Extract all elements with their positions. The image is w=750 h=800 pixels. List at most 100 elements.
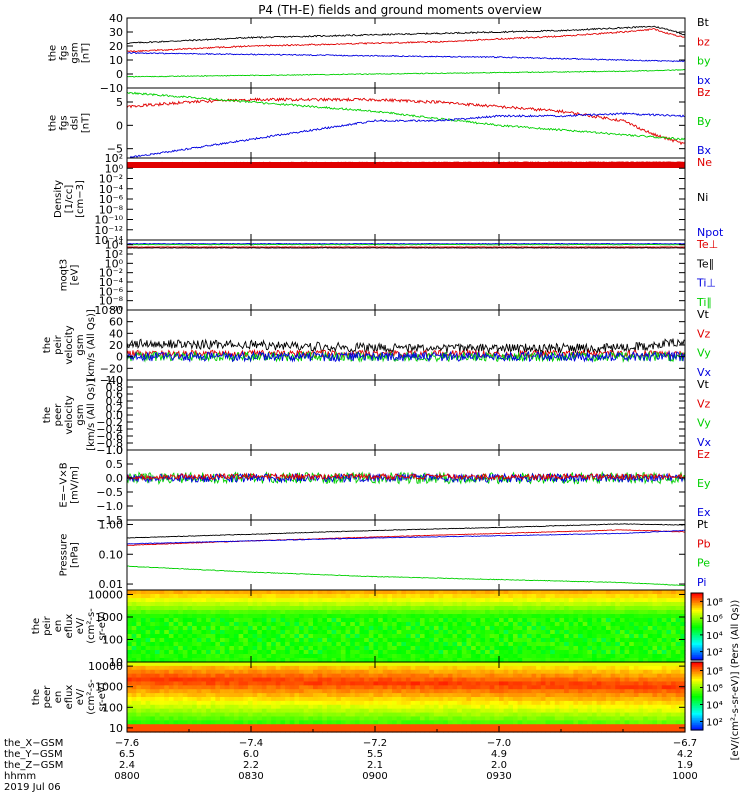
ytick-label: 0.10 [99, 548, 124, 561]
series-pressure-Pi [126, 529, 686, 545]
legend-pressure-Pi: Pi [697, 576, 706, 589]
xtick-row4: 0830 [238, 771, 263, 782]
series-pressure-Pt [126, 523, 686, 539]
legend-pressure-Pe: Pe [697, 557, 710, 570]
ytick-label: 10⁻² [99, 267, 123, 280]
frame-temperature [126, 239, 686, 311]
ytick-label: 10⁻⁴ [99, 276, 124, 289]
ylabel-line: en [53, 620, 64, 633]
ytick-label: 0.8 [106, 381, 124, 394]
legend-temperature-Ti⊥: Ti⊥ [696, 277, 716, 290]
series-peir-velocity-Vy [126, 350, 686, 364]
ylabel-line: Pressure [59, 534, 70, 577]
legend-peir-velocity-Vt: Vt [697, 308, 710, 321]
ylabel-line: [mV/m] [70, 466, 81, 504]
legend-temperature-Ti∥: Ti∥ [696, 296, 712, 309]
xtick-row1: −6.7 [673, 738, 697, 749]
legend-fgs-dsl-By: By [697, 115, 712, 128]
legend-fgs-dsl-Bx: Bx [697, 144, 712, 157]
frame-e-field [126, 449, 686, 521]
ylabel-line: the [42, 407, 53, 423]
ytick-label: 20 [109, 339, 123, 352]
panel-pressure: 1.00 0.10 0.01 Pressure [nPa] Pt Pb Pe Pi [59, 518, 711, 591]
colorbar-tick: 10⁸ [706, 667, 723, 678]
ylabel-line: velocity [64, 325, 75, 364]
ylabel-line: [cm−3] [75, 180, 86, 218]
series-temperature-Ti⊥ [127, 242, 686, 245]
xaxis-row-label: hhmm [4, 771, 36, 782]
ytick-label: 40 [109, 327, 123, 340]
ylabel-line: eV/ [75, 617, 86, 634]
ytick-label: 0 [116, 68, 123, 81]
ytick-label: −0.8 [96, 437, 123, 450]
ylabel-line: gsm [75, 404, 86, 425]
series-temperature-Ti∥ [127, 243, 686, 246]
ytick-label: 10⁻⁶ [99, 193, 124, 206]
xtick-row3: 2.1 [367, 760, 383, 771]
xtick-row4: 0800 [114, 771, 139, 782]
ylabel-temperature: moqt3 [eV] [59, 259, 81, 292]
xtick-row1: −7.4 [239, 738, 263, 749]
colorbar-2: 10⁸ 10⁶ 10⁴ 10² [690, 661, 723, 731]
ylabel-peir-en-eflux: the peir en eflux eV/(cm²-s-sr-eV) [31, 608, 108, 644]
legend-peer-velocity-Vy: Vy [697, 417, 711, 430]
ylabel-line: Density [53, 180, 64, 218]
ytick-label: −0.6 [96, 430, 123, 443]
ylabel-line: fgs [59, 45, 70, 60]
xtick-row1: −7.0 [487, 738, 511, 749]
ylabel-line: moqt3 [59, 259, 70, 292]
heatmap-peir-en-eflux [127, 590, 686, 663]
legend-e-field-Ex: Ex [697, 506, 711, 519]
legend-pressure-Pt: Pt [697, 518, 709, 531]
xtick-row1: −7.2 [363, 738, 387, 749]
xtick-row4: 0930 [486, 771, 511, 782]
ylabel-pressure: Pressure [nPa] [59, 534, 81, 577]
ytick-label: 10⁻⁶ [99, 285, 124, 298]
legend-peer-velocity-Vx: Vx [697, 436, 712, 449]
series-fgs-gsm-bz [127, 28, 686, 53]
ytick-label: 10⁻¹⁴ [94, 234, 123, 247]
ytick-label: −0.4 [96, 423, 123, 436]
ylabel-line: fgs [59, 115, 70, 130]
xtick-row2: 4.9 [491, 749, 507, 760]
legend-temperature-Te⊥: Te⊥ [696, 238, 718, 251]
colorbar-tick: 10⁸ [706, 597, 723, 608]
xtick-row3: 1.9 [677, 760, 693, 771]
legend-fgs-dsl-Bz: Bz [697, 86, 711, 99]
ylabel-line: the [48, 115, 59, 131]
panel-fgs-dsl: 5 0 −5 the fgs dsl [nT] Bz By Bx [48, 86, 712, 159]
ylabel-line: [nT] [81, 113, 92, 133]
colorbar-1: 10⁸ 10⁶ 10⁴ 10² [690, 592, 723, 661]
legend-density-Ni: Ni [697, 191, 708, 204]
xtick-row3: 2.4 [119, 760, 135, 771]
ytick-label: 10⁻¹⁰ [94, 214, 123, 227]
ytick-label: 0 [116, 351, 123, 364]
ylabel-line: eflux [64, 614, 75, 639]
ylabel-peer-en-eflux: the peer en eflux eV/(cm²-s-sr-eV) [31, 679, 108, 715]
ytick-label: −10 [100, 82, 123, 95]
ytick-label: 1000 [95, 681, 123, 694]
ylabel-line: peir [53, 334, 64, 354]
ylabel-peir-velocity: the peir velocity gsm [km/s (All Qs)] [42, 309, 97, 381]
ytick-label: 10⁰ [105, 257, 124, 270]
legend-peir-velocity-Vx: Vx [697, 366, 712, 379]
ylabel-line: [nT] [81, 43, 92, 63]
ytick-label: 20 [109, 40, 123, 53]
ytick-label: 100 [102, 634, 123, 647]
panel-peer-velocity: 1.00.80.60.40.20.0−0.2−0.4−0.6−0.8−1.0th… [42, 374, 712, 457]
ytick-label: 10 [109, 54, 123, 67]
legend-temperature-Te∥: Te∥ [696, 257, 714, 270]
ylabel-line: dsl [70, 116, 81, 130]
xtick-row2: 4.2 [677, 749, 693, 760]
ylabel-line: eV/ [75, 688, 86, 705]
ylabel-line: [eV] [70, 265, 81, 286]
series-fgs-gsm-Bt [126, 25, 686, 45]
colorbar-tick: 10⁴ [706, 701, 723, 712]
ytick-label: 10⁻⁴ [99, 183, 124, 196]
series-temperature-Te∥ [126, 247, 686, 249]
series-peir-velocity-Vt [126, 338, 686, 355]
